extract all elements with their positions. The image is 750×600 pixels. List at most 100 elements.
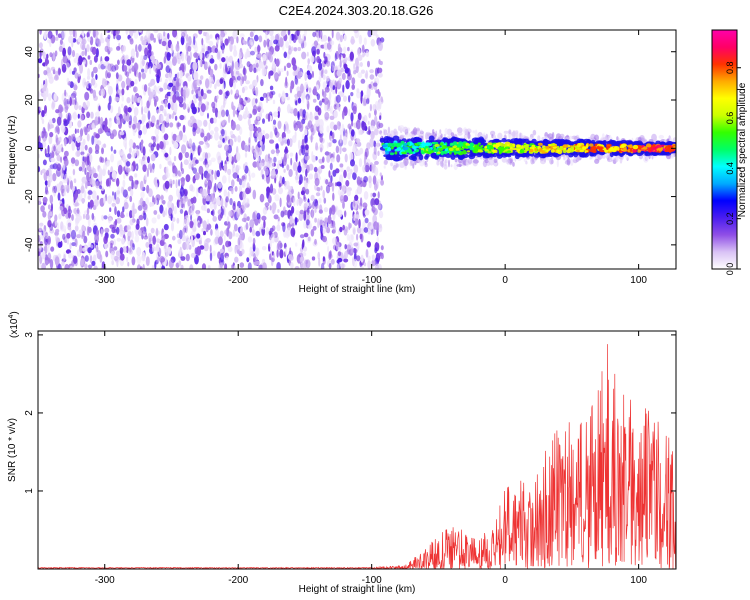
spectrogram-noise-blob: [343, 228, 348, 236]
spectrogram-signal-blob: [557, 149, 563, 155]
spectrogram-noise-blob: [326, 154, 331, 163]
spectrogram-noise-blob: [288, 33, 292, 44]
spectrogram-noise-blob: [221, 57, 226, 63]
spectrogram-noise-blob: [316, 48, 320, 55]
spectrogram-noise-blob: [193, 36, 196, 46]
spectrogram-noise-blob: [348, 108, 351, 117]
spectrogram-noise-blob: [51, 203, 53, 212]
spectrogram-noise-blob: [196, 246, 201, 256]
spectrogram-noise-blob: [299, 174, 303, 185]
spectrogram-noise-blob: [122, 179, 126, 188]
spectrogram-noise-blob: [345, 180, 350, 187]
spectrogram-noise-blob: [337, 264, 339, 269]
spectrogram-noise-blob: [178, 249, 182, 259]
spectrogram-noise-blob: [304, 72, 308, 82]
spectrogram-noise-blob: [366, 98, 370, 105]
spectrogram-noise-blob: [301, 51, 307, 60]
spectrogram-noise-blob: [253, 67, 257, 74]
spectrogram-noise-blob: [322, 74, 326, 80]
spectrogram-noise-blob: [86, 32, 90, 38]
spectrogram-noise-blob: [263, 165, 269, 172]
spectrogram-noise-blob: [95, 111, 100, 117]
spectrogram-noise-blob: [178, 179, 181, 187]
spectrogram-noise-blob: [172, 94, 177, 104]
spectrogram-noise-blob: [256, 105, 262, 111]
spectrogram-band-blob: [496, 153, 503, 159]
spectrogram-noise-blob: [214, 236, 219, 245]
spectrogram-noise-blob: [74, 238, 78, 248]
spectrogram-noise-blob: [100, 228, 104, 237]
spectrogram-noise-blob: [180, 35, 185, 46]
spectrogram-noise-blob: [123, 173, 126, 180]
spectrogram-noise-blob: [305, 259, 311, 269]
spectrogram-noise-blob: [279, 68, 284, 73]
spectrogram-noise-blob: [373, 30, 378, 36]
spectrogram-noise-blob: [96, 140, 102, 146]
spectrogram-noise-blob: [47, 30, 53, 39]
spectrogram-noise-blob: [146, 122, 150, 129]
spectrogram-noise-blob: [260, 79, 264, 87]
spectrogram-noise-blob: [165, 247, 169, 258]
spectrogram-noise-blob: [178, 171, 182, 177]
spectrogram-noise-blob: [303, 210, 307, 221]
spectrogram-faint-blob: [594, 158, 600, 164]
spectrogram-noise-blob: [73, 67, 77, 73]
spectrogram-noise-blob: [336, 241, 340, 251]
spectrogram-noise-blob: [355, 57, 359, 67]
spectrogram-signal-blob: [457, 144, 461, 148]
spectrogram-noise-blob: [258, 112, 263, 118]
spectrogram-noise-blob: [373, 140, 377, 148]
spectrogram-noise-blob: [151, 243, 155, 253]
spectrogram-noise-blob: [339, 163, 344, 168]
spectrogram-noise-blob: [208, 122, 211, 131]
spectrogram-noise-blob: [116, 217, 122, 224]
spectrogram-noise-blob: [110, 153, 115, 163]
spectrogram-noise-blob: [69, 242, 72, 250]
spectrogram-noise-blob: [72, 168, 76, 176]
spectrogram-noise-blob: [219, 78, 224, 85]
spectrogram-noise-blob: [289, 138, 293, 148]
spectrogram-noise-blob: [369, 74, 375, 80]
spectrogram-noise-blob: [203, 31, 207, 37]
spectrogram-noise-blob: [238, 114, 243, 121]
spectrogram-noise-blob: [168, 259, 174, 269]
spectrogram-noise-blob: [290, 46, 294, 52]
spectrogram-noise-blob: [307, 120, 313, 129]
spectrogram-noise-blob: [45, 153, 51, 158]
spectrogram-noise-blob: [287, 30, 291, 36]
spectrogram-noise-blob: [307, 202, 312, 207]
spectrogram-noise-blob: [188, 36, 192, 46]
spectrogram-noise-blob: [241, 249, 245, 255]
spectrogram-noise-blob: [149, 66, 152, 75]
spectrogram-noise-blob: [313, 86, 317, 96]
spectrogram-noise-blob: [324, 111, 330, 121]
spectrogram-noise-blob: [178, 152, 183, 161]
spectrogram-noise-blob: [173, 102, 178, 113]
spectrogram-noise-blob: [307, 178, 310, 184]
spectrogram-noise-blob: [116, 34, 122, 41]
spectrogram-noise-blob: [324, 151, 330, 156]
spectrogram-noise-blob: [227, 168, 232, 176]
spectrogram-noise-blob: [187, 75, 192, 82]
spectrogram-noise-blob: [186, 55, 191, 65]
spectrogram-noise-blob: [298, 38, 304, 44]
spectrogram-noise-blob: [166, 51, 171, 61]
spectrogram-noise-blob: [120, 118, 125, 123]
spectrogram-noise-blob: [299, 108, 304, 117]
spectrogram-noise-blob: [342, 84, 345, 93]
spectrogram-noise-blob: [167, 246, 172, 255]
spectrogram-noise-blob: [283, 51, 288, 59]
spectrogram-noise-blob: [41, 262, 46, 269]
spectrogram-noise-blob: [230, 37, 235, 45]
spectrogram-noise-blob: [186, 140, 189, 148]
spectrogram-noise-blob: [311, 151, 314, 160]
spectrogram-noise-blob: [109, 63, 115, 72]
spectrogram-noise-blob: [110, 146, 113, 152]
spectrogram-faint-blob: [569, 158, 574, 166]
spectrogram-noise-blob: [140, 139, 144, 145]
spectrogram-noise-blob: [320, 262, 325, 269]
spectrogram-noise-blob: [167, 102, 171, 110]
spectrogram-noise-blob: [84, 245, 87, 250]
spectrogram-faint-blob: [512, 162, 515, 167]
spectrogram-noise-blob: [318, 197, 322, 204]
